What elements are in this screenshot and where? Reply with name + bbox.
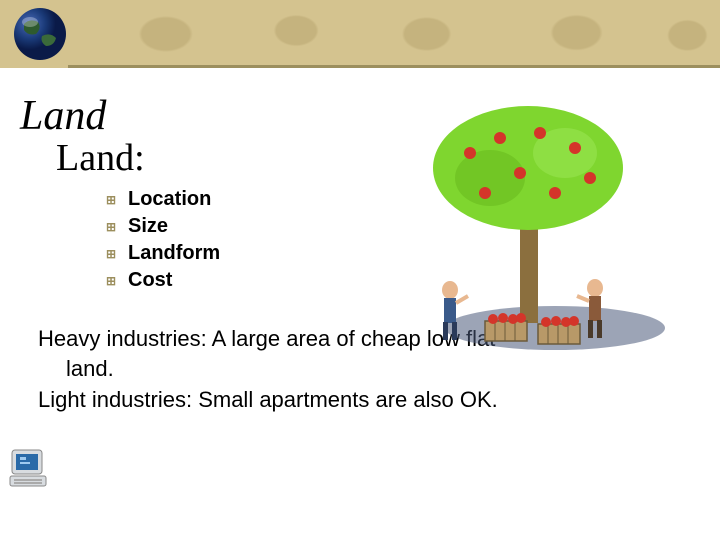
computer-icon [6, 446, 50, 490]
heavy-line-2: land. [38, 354, 680, 384]
bullet-icon: ⊞ [106, 221, 118, 233]
list-item-label: Landform [128, 240, 220, 267]
light-line: Light industries: Small apartments are a… [38, 385, 680, 415]
list-item-label: Cost [128, 267, 172, 294]
list-item-label: Size [128, 213, 168, 240]
bullet-icon: ⊞ [106, 248, 118, 260]
list-item-label: Location [128, 186, 211, 213]
globe-icon [12, 6, 68, 62]
bullet-icon: ⊞ [106, 194, 118, 206]
apple-tree-clipart [380, 98, 690, 358]
bullet-icon: ⊞ [106, 275, 118, 287]
header-banner [0, 0, 720, 68]
map-texture [68, 0, 720, 68]
